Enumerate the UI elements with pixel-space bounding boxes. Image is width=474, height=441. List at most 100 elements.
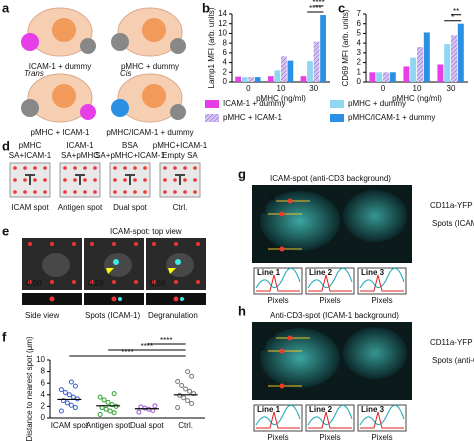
y-axis-label: CD69 MFI (arb. units) <box>341 9 350 86</box>
panel-label: d <box>2 138 10 153</box>
bar <box>376 72 383 82</box>
panel-title: Anti-CD3-spot (ICAM-1 background) <box>270 311 399 320</box>
shape <box>73 190 77 194</box>
cell-caption: ICAM-1 + dummy <box>29 62 91 71</box>
shape <box>183 190 187 194</box>
coating-label: BSA <box>122 141 139 150</box>
shape <box>73 166 77 170</box>
shape <box>72 242 76 246</box>
cell <box>260 328 340 388</box>
shape <box>23 178 27 182</box>
shape <box>63 178 67 182</box>
shape <box>123 166 127 170</box>
bar <box>235 76 241 82</box>
panel-label: e <box>2 223 9 238</box>
data-point <box>64 400 70 406</box>
y-tick-label: 6 <box>357 19 362 28</box>
coating-label: pMHC+ICAM-1 <box>153 141 208 150</box>
shape <box>43 178 47 182</box>
data-point <box>101 397 107 403</box>
shape <box>28 280 32 284</box>
x-tick-label: 30 <box>447 84 456 93</box>
panel-label: g <box>238 166 246 181</box>
bar <box>313 41 320 82</box>
y-tick-label: 8 <box>223 38 228 47</box>
bar <box>444 44 451 82</box>
x-axis-label: Pixels <box>371 296 392 305</box>
legend-label: pMHC/ICAM-1 + dummy <box>348 113 435 122</box>
line-label: Line 1 <box>257 268 281 277</box>
data-point <box>183 386 189 392</box>
shape <box>33 178 37 182</box>
line-marker: 1 <box>262 378 267 387</box>
line-label: Line 2 <box>309 405 333 414</box>
data-point <box>60 398 66 404</box>
panel-label: c <box>338 0 345 15</box>
timestamp: 0:28 <box>88 279 104 288</box>
data-point <box>70 394 76 400</box>
condition-label: Ctrl. <box>173 203 188 212</box>
arrowhead <box>106 268 114 274</box>
shape <box>123 178 127 182</box>
cell-icon <box>75 174 85 185</box>
y-tick-label: 0 <box>357 77 362 86</box>
y-tick-label: 12 <box>218 19 227 28</box>
bar <box>369 72 376 82</box>
trans-label: Trans <box>24 69 44 78</box>
data-point <box>68 379 74 385</box>
degranulation-label: Degranulation <box>148 311 198 320</box>
shape <box>50 280 54 284</box>
bar <box>287 60 294 82</box>
shape <box>183 166 187 170</box>
bar <box>320 14 326 83</box>
shape <box>111 296 117 302</box>
panel-label: h <box>238 303 246 318</box>
data-point <box>58 408 64 414</box>
significance: **** <box>160 336 172 345</box>
shape <box>72 280 76 284</box>
y-tick-label: 0 <box>41 413 46 422</box>
shape <box>142 18 166 42</box>
spot-label: SA+pMHC+ICAM-1 <box>95 151 165 160</box>
x-axis-label: Pixels <box>319 296 340 305</box>
legend-swatch <box>330 100 344 108</box>
line-marker: 2 <box>262 206 267 215</box>
significance: ** <box>453 7 459 16</box>
data-point <box>97 412 103 418</box>
shape <box>43 190 47 194</box>
significance: * <box>451 13 454 22</box>
y-tick-label: 10 <box>218 29 227 38</box>
cell <box>42 253 70 277</box>
y-tick-label: 1 <box>357 67 362 76</box>
x-tick-label: 10 <box>277 84 286 93</box>
profile-red <box>308 411 352 429</box>
shape <box>83 178 87 182</box>
side-view-label: Side view <box>25 311 59 320</box>
bar <box>410 57 417 82</box>
shape <box>133 166 137 170</box>
data-point <box>62 389 68 395</box>
y-tick-label: 6 <box>41 378 46 387</box>
shape <box>152 280 156 284</box>
data-point <box>187 388 193 394</box>
x-tick-label: 0 <box>246 84 251 93</box>
data-point <box>107 408 113 414</box>
shape <box>63 190 67 194</box>
line-marker: 2 <box>262 343 267 352</box>
bar <box>281 56 287 82</box>
spot-label: SA+ICAM-1 <box>9 151 52 160</box>
shape <box>113 166 117 170</box>
shape <box>183 178 187 182</box>
y-tick-label: 6 <box>223 48 228 57</box>
coating-label: pMHC <box>19 141 42 150</box>
data-point <box>185 398 191 404</box>
x-axis-label: Pixels <box>319 433 340 441</box>
y-tick-label: 0 <box>223 77 228 86</box>
y-tick-label: 2 <box>223 67 228 76</box>
shape <box>13 178 17 182</box>
shape <box>142 84 166 108</box>
line-marker: 3 <box>270 193 275 202</box>
shape <box>52 84 76 108</box>
shape <box>113 178 117 182</box>
